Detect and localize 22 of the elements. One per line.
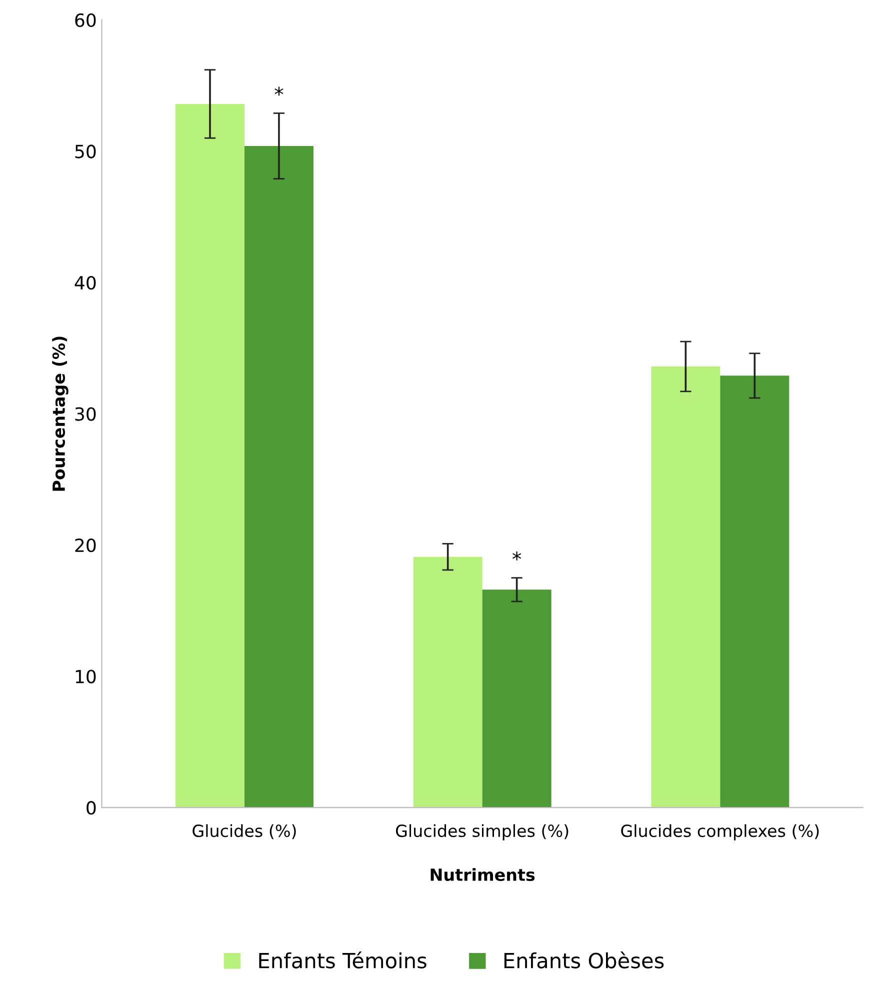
legend-label: Enfants Obèses xyxy=(504,952,664,968)
legend-label: Enfants Témoins xyxy=(259,952,426,968)
x-tick-label: Glucides simples (%) xyxy=(396,824,568,840)
y-tick-label: 20 xyxy=(75,538,96,552)
annotation: * xyxy=(274,86,284,96)
y-tick-label: 60 xyxy=(75,13,96,28)
bar xyxy=(482,590,552,808)
y-tick-label: 30 xyxy=(75,407,96,421)
annotation: * xyxy=(512,551,522,560)
bar xyxy=(244,146,314,808)
y-tick-label: 0 xyxy=(86,801,96,815)
y-tick-label: 40 xyxy=(74,276,96,290)
x-tick-label: Glucides complexes (%) xyxy=(621,824,819,840)
bar xyxy=(413,556,482,808)
bar xyxy=(176,104,244,808)
x-axis-title: Nutriments xyxy=(430,868,535,882)
x-tick-label: Glucides (%) xyxy=(192,824,296,840)
y-tick-label: 50 xyxy=(75,144,96,158)
bar xyxy=(720,376,790,808)
y-axis-title: Pourcentage (%) xyxy=(52,336,68,491)
bar xyxy=(651,366,720,808)
y-tick-label: 10 xyxy=(76,670,96,684)
